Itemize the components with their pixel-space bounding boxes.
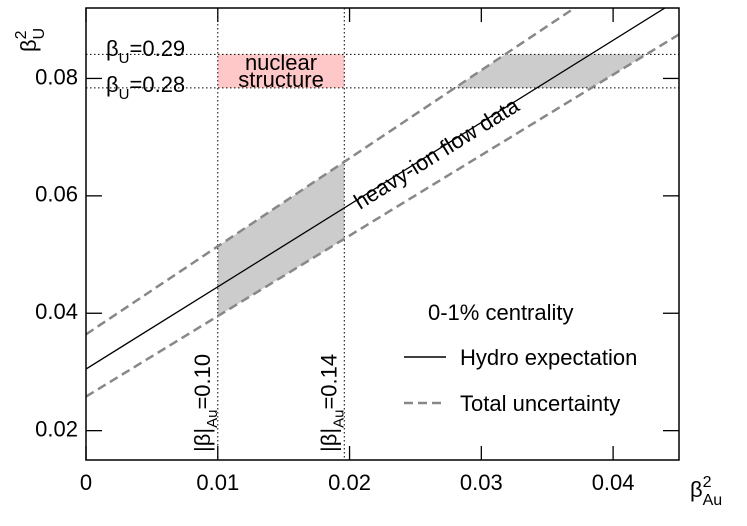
- x-tick-label: 0.03: [460, 470, 503, 495]
- sub: Au: [204, 410, 221, 428]
- symbol: β: [106, 36, 119, 61]
- plot-area: [86, 8, 679, 460]
- legend-label: Hydro expectation: [460, 345, 637, 370]
- annotation: nuclear: [245, 50, 317, 75]
- sub: U: [119, 50, 130, 67]
- x-tick-label: 0.01: [196, 470, 239, 495]
- nuclear-box: [217, 54, 345, 88]
- legend-label: Total uncertainty: [460, 391, 620, 416]
- symbol: β: [106, 72, 119, 97]
- y-tick-label: 0.04: [35, 299, 78, 324]
- frame: [85, 7, 680, 461]
- annotation: structure: [238, 67, 324, 92]
- x-tick-label: 0.02: [328, 470, 371, 495]
- sub: Au: [703, 492, 723, 509]
- series-line: [86, 8, 667, 370]
- text: =0.14: [316, 354, 341, 410]
- symbol: β: [690, 477, 703, 502]
- text: =0.10: [190, 354, 215, 410]
- annotation: βU=0.28: [106, 72, 185, 103]
- sup: 2: [703, 474, 712, 491]
- annotation: heavy-ion flow data: [349, 92, 524, 214]
- sub: U: [31, 28, 48, 40]
- text: =0.29: [130, 36, 186, 61]
- band: [217, 161, 345, 317]
- series-line: [86, 33, 679, 398]
- y-tick-label: 0.06: [35, 182, 78, 207]
- symbol: β: [16, 39, 41, 52]
- series-line: [86, 8, 577, 336]
- annotation: |β|Au=0.10: [190, 354, 221, 452]
- legend-title: 0-1% centrality: [428, 300, 574, 325]
- sup: 2: [13, 30, 30, 39]
- text: =0.28: [130, 72, 186, 97]
- y-tick-label: 0.02: [35, 416, 78, 441]
- y-tick-label: 0.08: [35, 64, 78, 89]
- x-axis-label: β2 Au: [690, 474, 722, 509]
- sub: Au: [330, 410, 347, 428]
- sub: U: [119, 86, 130, 103]
- band: [454, 54, 647, 88]
- annotation: βU=0.29: [106, 36, 185, 67]
- x-tick-label: 0: [80, 470, 92, 495]
- symbol: |β|: [190, 428, 215, 452]
- x-tick-label: 0.04: [592, 470, 635, 495]
- annotation: |β|Au=0.14: [316, 354, 347, 452]
- y-axis-label: β2U: [13, 28, 48, 52]
- symbol: |β|: [316, 428, 341, 452]
